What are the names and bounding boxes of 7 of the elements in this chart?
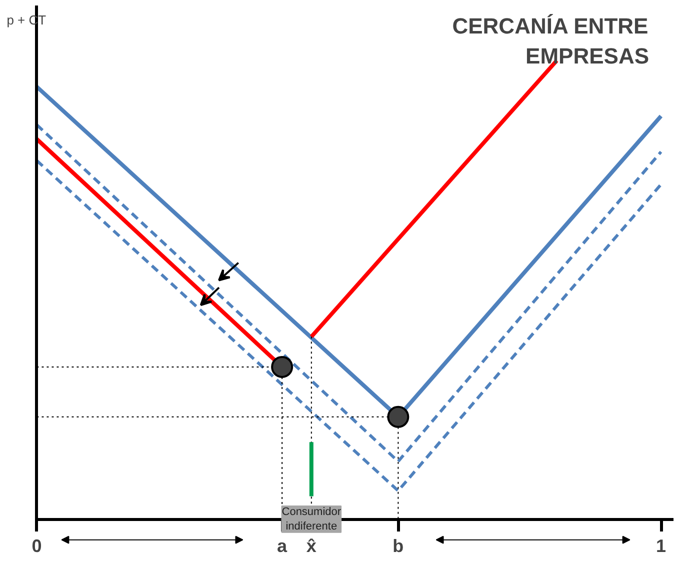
x-tick-label: x̂ <box>306 536 316 556</box>
x-tick-label: 1 <box>656 536 666 556</box>
x-tick-label: b <box>392 536 404 556</box>
annotation: Consumidor indiferente <box>282 506 342 532</box>
x-tick-label: 0 <box>32 536 42 556</box>
x-tick-label: a <box>277 536 288 556</box>
chart-title: CERCANÍA ENTRE EMPRESAS <box>452 14 650 68</box>
